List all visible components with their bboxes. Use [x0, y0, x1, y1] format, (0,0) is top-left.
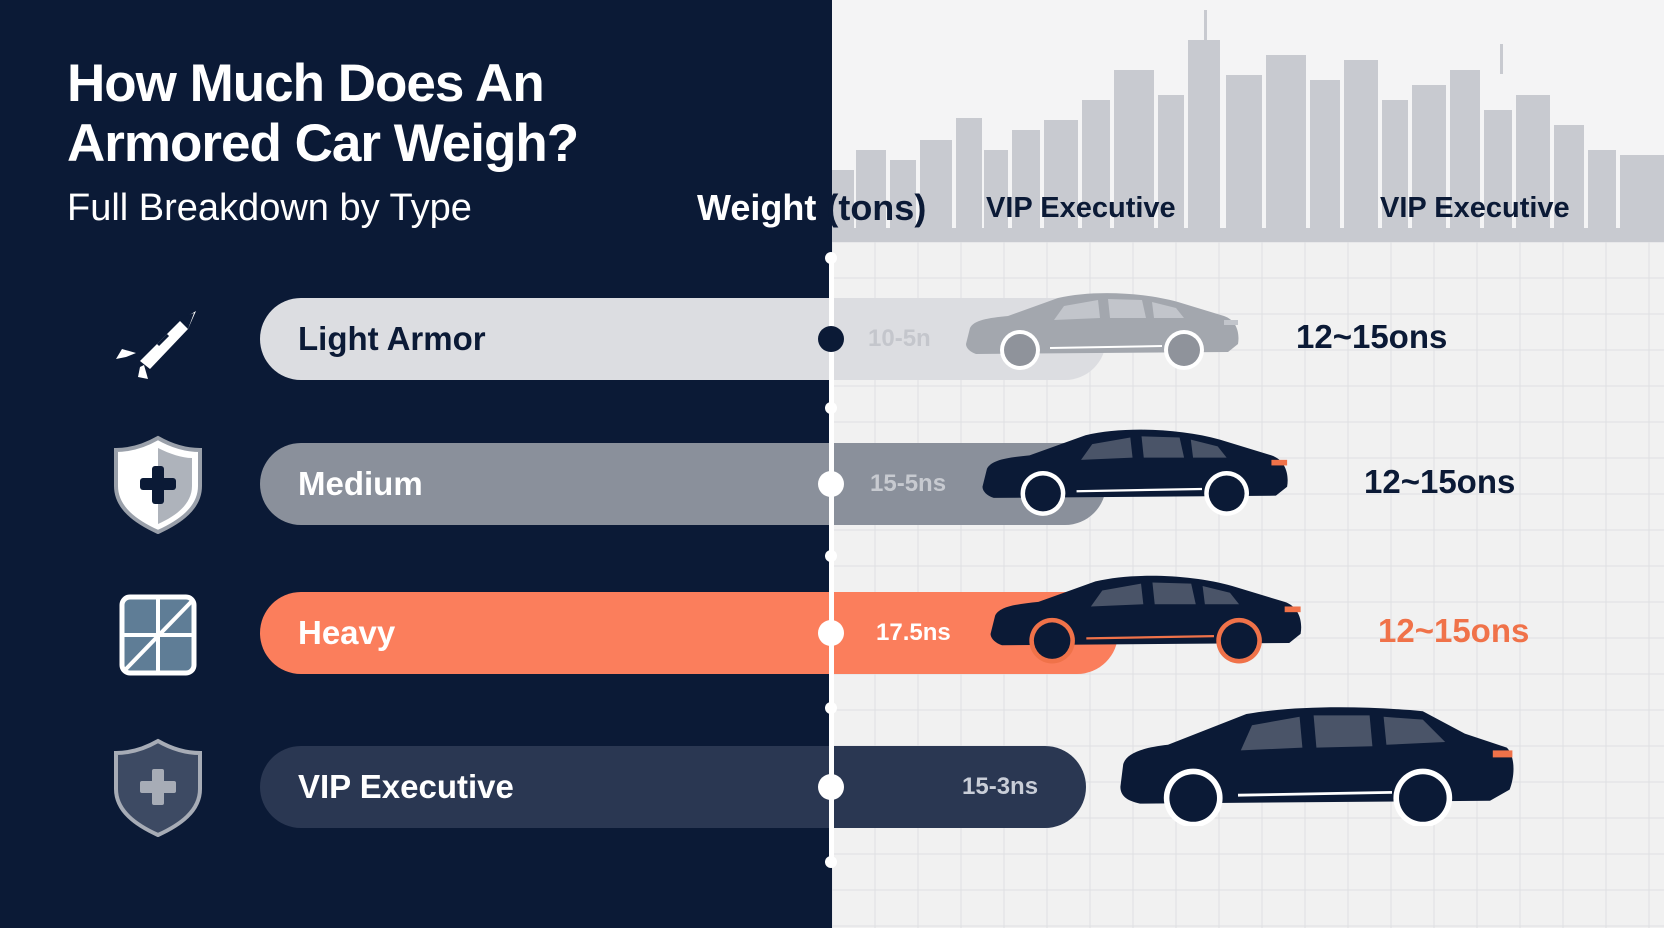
car-taillight	[1284, 606, 1301, 613]
car-window	[1141, 436, 1185, 458]
axis-marker	[818, 471, 844, 497]
car-wheel	[1033, 622, 1071, 659]
car-trim	[1049, 345, 1163, 349]
bar-heavy: Heavy 17.5ns	[260, 592, 1118, 674]
car-wheel	[1004, 334, 1036, 366]
city-skyline	[832, 0, 1664, 242]
bar-label: Light Armor	[298, 320, 486, 357]
car-wheel	[1168, 334, 1200, 366]
car-taillight	[1492, 750, 1513, 758]
car-window	[1152, 302, 1184, 318]
axis-label-unit: (tons)	[826, 187, 927, 228]
bar-range-label: 15-3ns	[962, 773, 1039, 800]
axis-marker	[818, 326, 844, 352]
axis-label: Weight (tons)	[697, 187, 926, 229]
car-wheel	[1399, 774, 1447, 822]
car-suv-dark	[1120, 707, 1514, 826]
axis-tick-dot	[825, 402, 837, 414]
axis-label-weight: Weight	[697, 187, 817, 228]
axis-tick-dot	[825, 252, 837, 264]
shield-cross-icon	[114, 738, 202, 837]
column-header-1: VIP Executive	[986, 192, 1176, 224]
car-window	[1240, 716, 1303, 751]
car-window	[1152, 582, 1196, 605]
car-wheel	[1208, 475, 1245, 512]
bar-medium: Medium 15-5ns	[260, 443, 1106, 525]
car-window	[1054, 300, 1100, 320]
bar-label: Heavy	[298, 614, 396, 651]
chart-title: How Much Does An Armored Car Weigh?	[67, 54, 579, 173]
car-sedan-accent	[990, 575, 1302, 664]
car-window	[1313, 715, 1373, 748]
bar-label: Medium	[298, 465, 423, 502]
bar-label: VIP Executive	[298, 768, 514, 805]
car-trim	[1076, 487, 1203, 493]
axis-tick-dot	[825, 856, 837, 868]
axis-marker	[818, 620, 844, 646]
shield-plus-icon	[114, 435, 202, 534]
weight-label: 12~15ons	[1364, 463, 1516, 500]
axis-line	[829, 258, 834, 866]
car-sedan-faded	[966, 293, 1239, 370]
car-window	[1090, 583, 1144, 607]
axis-tick-dot	[825, 702, 837, 714]
car-window	[1108, 299, 1146, 318]
bar-vip-executive: VIP Executive 15-3ns	[260, 746, 1086, 828]
weight-label: 12~15ons	[1296, 318, 1448, 355]
car-window	[1383, 716, 1446, 745]
car-taillight	[1224, 320, 1238, 325]
car-sedan-dark	[982, 429, 1288, 516]
car-wheel	[1220, 622, 1258, 659]
bar-range-label: 10-5n	[868, 325, 931, 352]
bar-light-armor: Light Armor 10-5n	[260, 298, 1106, 380]
rocket-icon	[116, 311, 196, 379]
axis-tick-dot	[825, 550, 837, 562]
car-window	[1081, 437, 1133, 460]
car-window	[1190, 439, 1227, 458]
car-window	[1202, 585, 1240, 605]
chart-subtitle: Full Breakdown by Type	[67, 187, 472, 229]
car-taillight	[1271, 459, 1288, 466]
bar-range-label: 15-5ns	[870, 470, 947, 497]
car-trim	[1086, 634, 1215, 640]
column-header-2: VIP Executive	[1380, 192, 1570, 224]
car-trim	[1237, 791, 1393, 797]
car-wheel	[1025, 475, 1061, 512]
weight-label: 12~15ons	[1378, 612, 1530, 649]
window-icon	[119, 594, 197, 676]
bar-range-label: 17.5ns	[876, 619, 951, 646]
axis-marker	[818, 774, 844, 800]
car-wheel	[1169, 774, 1217, 822]
